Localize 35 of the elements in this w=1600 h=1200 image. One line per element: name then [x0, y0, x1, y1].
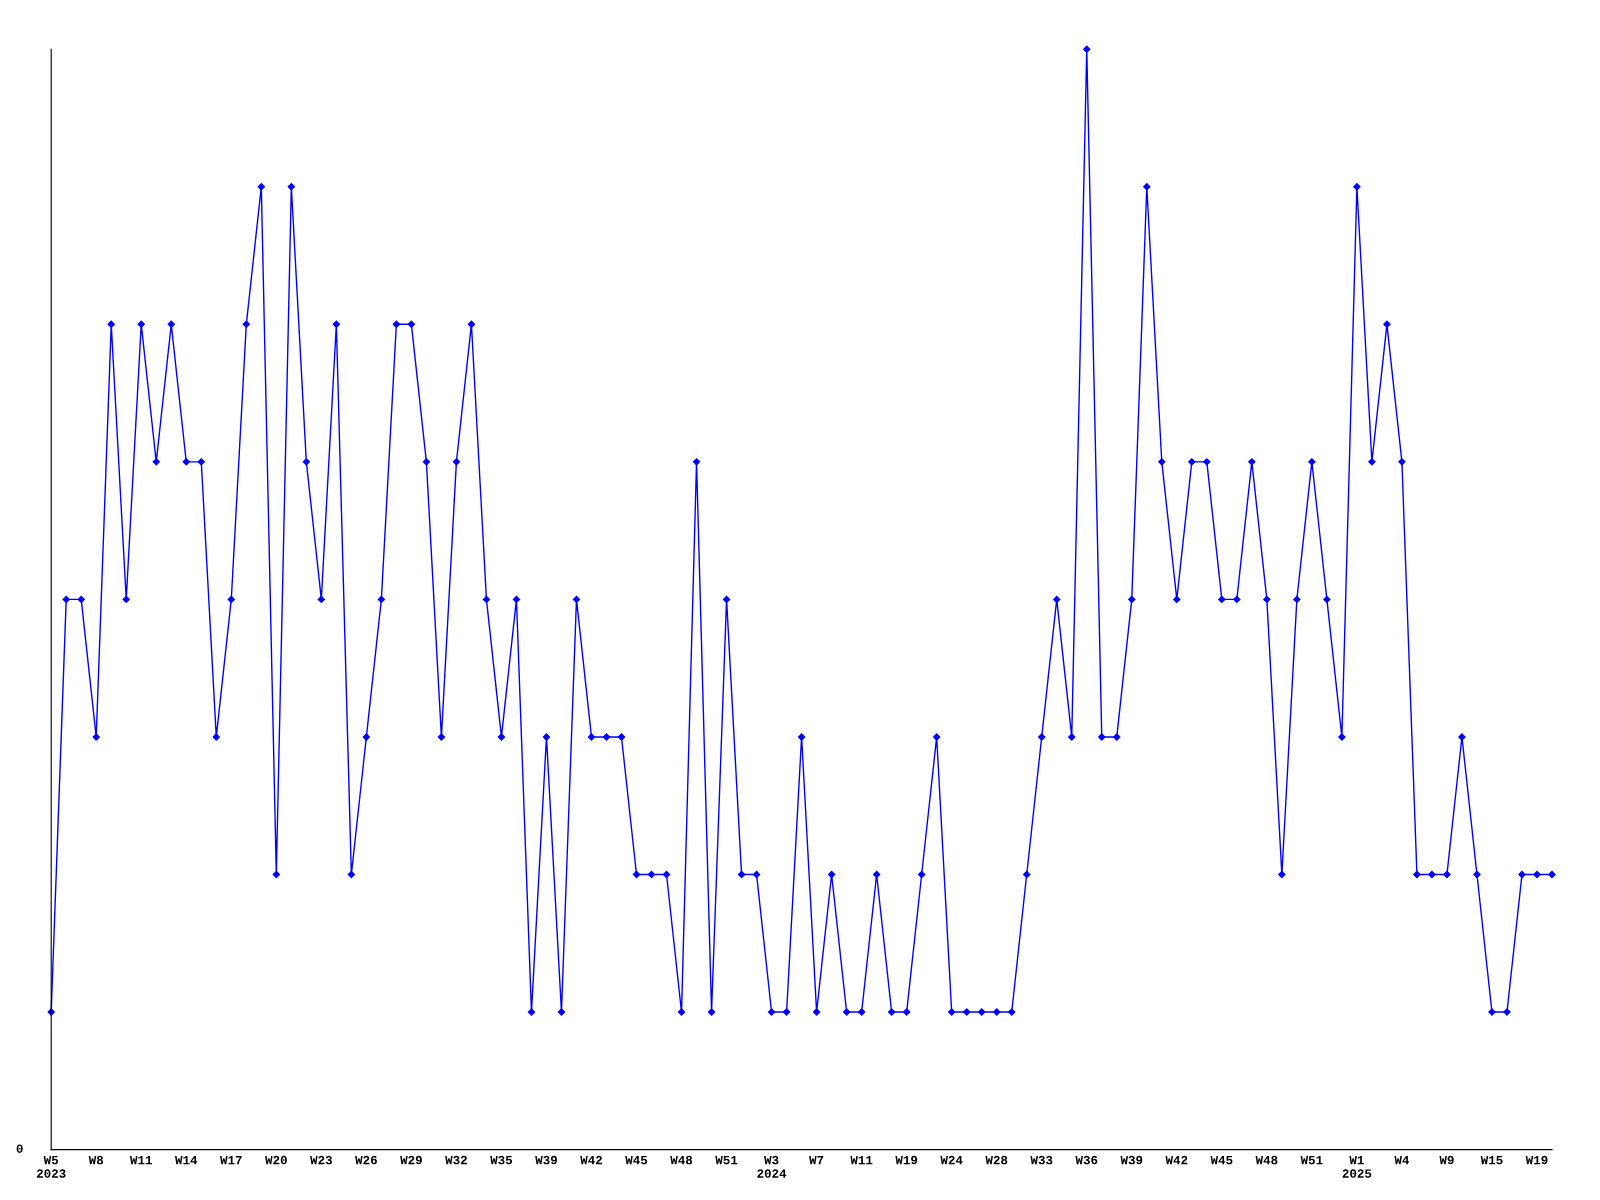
x-tick-label: W15	[1480, 1155, 1503, 1165]
x-tick-label: W39	[1120, 1155, 1143, 1165]
x-tick-label: W28	[985, 1155, 1008, 1165]
x-tick-label: W51	[1300, 1155, 1323, 1165]
x-tick-label: W17	[220, 1155, 242, 1165]
x-tick-label: W42	[580, 1155, 603, 1165]
x-tick-label: W48	[1255, 1155, 1278, 1165]
x-tick-label: W23	[310, 1155, 332, 1165]
x-tick-label: W11	[130, 1155, 152, 1165]
x-tick-label: W39	[535, 1155, 557, 1165]
x-tick-label: W7	[809, 1155, 824, 1165]
x-tick-label: W20	[265, 1155, 287, 1165]
x-tick-label: W48	[670, 1155, 693, 1165]
x-tick-label: W33	[1030, 1155, 1053, 1165]
text: 0	[16, 1144, 23, 1153]
x-tick-label: W1 2025	[1342, 1155, 1372, 1178]
x-tick-label: W11	[850, 1155, 873, 1165]
x-tick-label: W45	[1210, 1155, 1233, 1165]
x-tick-label: W8	[88, 1155, 104, 1165]
x-tick-label: W42	[1165, 1155, 1188, 1165]
x-tick-label: W35	[490, 1155, 513, 1165]
x-tick-label: W32	[445, 1155, 467, 1165]
x-tick-label: W3 2024	[757, 1155, 787, 1178]
x-tick-label: W9	[1439, 1155, 1454, 1165]
x-tick-label: W5 2023	[36, 1155, 66, 1178]
x-tick-label: W51	[715, 1155, 738, 1165]
x-tick-label: W26	[355, 1155, 377, 1165]
x-tick-label: W45	[625, 1155, 648, 1165]
x-tick-label: W29	[400, 1155, 422, 1165]
x-tick-label: W19	[895, 1155, 918, 1165]
x-tick-label: W4	[1394, 1155, 1410, 1165]
x-tick-label: W19	[1525, 1155, 1548, 1165]
x-tick-label: W14	[175, 1155, 198, 1165]
x-tick-label: W36	[1075, 1155, 1098, 1165]
x-tick-label: W24	[940, 1155, 963, 1165]
